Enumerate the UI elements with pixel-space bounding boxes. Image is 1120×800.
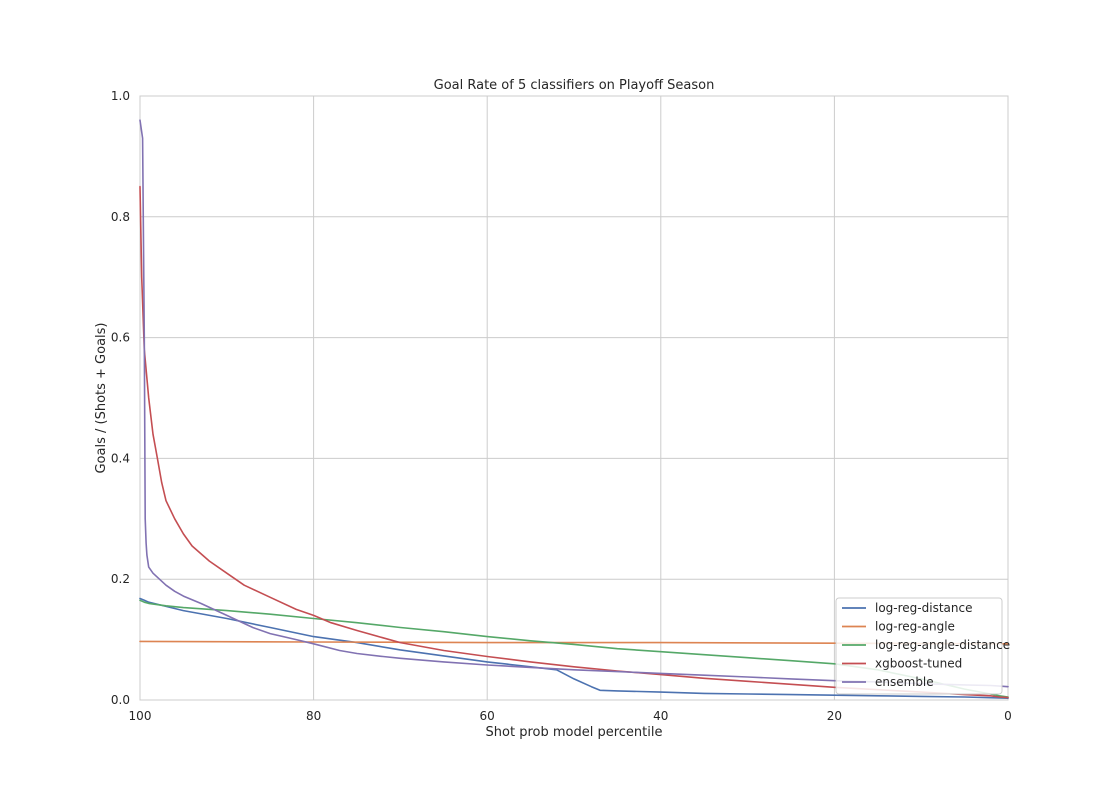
- y-tick-label: 0.4: [111, 451, 130, 465]
- y-tick-label: 0.8: [111, 210, 130, 224]
- x-tick-label: 0: [1004, 709, 1012, 723]
- y-tick-label: 0.6: [111, 331, 130, 345]
- x-tick-label: 20: [827, 709, 842, 723]
- legend-label-log-reg-angle-distance: log-reg-angle-distance: [875, 638, 1010, 652]
- y-tick-label: 0.2: [111, 572, 130, 586]
- series-line-xgboost-tuned: [139, 185, 1009, 699]
- y-tick-label: 1.0: [111, 89, 130, 103]
- x-tick-label: 100: [129, 709, 152, 723]
- series-line-ensemble: [139, 119, 1009, 688]
- x-tick-label: 60: [480, 709, 495, 723]
- chart-title: Goal Rate of 5 classifiers on Playoff Se…: [434, 78, 715, 93]
- legend-box: [835, 597, 1003, 695]
- x-axis-ticks: 100 80 60 40 20 0: [129, 709, 1012, 723]
- grid: [139, 95, 1009, 701]
- x-axis-label: Shot prob model percentile: [486, 725, 663, 740]
- x-tick-label: 80: [306, 709, 321, 723]
- x-tick-label: 40: [653, 709, 668, 723]
- legend-label-log-reg-angle: log-reg-angle: [875, 620, 955, 634]
- series-line-log-reg-distance: [139, 597, 1009, 700]
- legend-label-xgboost-tuned: xgboost-tuned: [875, 657, 962, 671]
- y-axis-ticks: 0.0 0.2 0.4 0.6 0.8 1.0: [111, 89, 130, 707]
- legend-label-log-reg-distance: log-reg-distance: [875, 601, 972, 615]
- legend-label-ensemble: ensemble: [875, 675, 934, 689]
- y-axis-label: Goals / (Shots + Goals): [94, 322, 109, 473]
- legend: log-reg-distance log-reg-angle log-reg-ang…: [835, 597, 1010, 695]
- y-tick-label: 0.0: [111, 693, 130, 707]
